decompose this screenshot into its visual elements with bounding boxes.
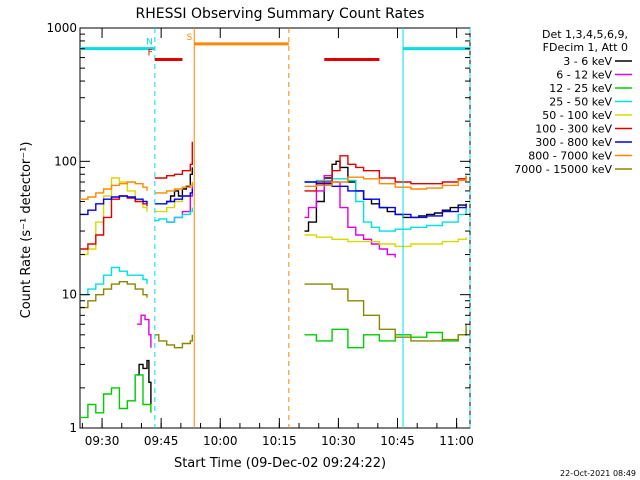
legend-header: FDecim 1, Att 0 bbox=[543, 41, 628, 54]
y-tick-label: 10 bbox=[62, 288, 77, 302]
legend-entry-label: 12 - 25 keV bbox=[549, 82, 612, 95]
legend-entry-label: 100 - 300 keV bbox=[535, 123, 612, 136]
plot-frame bbox=[79, 27, 471, 429]
series-line bbox=[304, 234, 467, 248]
flag-label: S bbox=[187, 33, 193, 43]
footer-date: 22-Oct-2021 08:49 bbox=[560, 469, 636, 478]
series-line bbox=[304, 178, 467, 232]
y-axis-label: Count Rate (s⁻¹ detector⁻¹) bbox=[19, 142, 34, 319]
series-line bbox=[154, 334, 194, 349]
legend-entry-label: 25 - 50 keV bbox=[549, 96, 612, 109]
x-tick-label: 10:30 bbox=[321, 434, 356, 448]
x-tick-label: 10:00 bbox=[203, 434, 238, 448]
series-line bbox=[80, 281, 148, 309]
x-tick-label: 09:30 bbox=[85, 434, 120, 448]
series-line bbox=[80, 195, 148, 216]
plot-area bbox=[79, 27, 471, 429]
y-tick-label: 1000 bbox=[46, 21, 77, 35]
x-axis-label: Start Time (09-Dec-02 09:24:22) bbox=[174, 456, 386, 471]
legend-entry-label: 6 - 12 keV bbox=[556, 69, 612, 82]
series-line bbox=[80, 266, 148, 296]
series-line bbox=[80, 374, 152, 419]
series-line bbox=[154, 189, 194, 205]
series-line bbox=[137, 359, 152, 405]
flag-label: F bbox=[148, 49, 153, 59]
x-tick-label: 11:00 bbox=[439, 434, 474, 448]
legend-entry-label: 7000 - 15000 keV bbox=[514, 163, 612, 176]
chart-title: RHESSI Observing Summary Count Rates bbox=[136, 6, 425, 22]
x-tick-label: 09:45 bbox=[144, 434, 179, 448]
legend-entry-label: 3 - 6 keV bbox=[563, 55, 612, 68]
series-line bbox=[137, 314, 152, 348]
series-12-25-kev bbox=[80, 328, 467, 419]
series-line bbox=[154, 182, 194, 194]
series-line bbox=[304, 155, 467, 192]
series-7000-15000-kev bbox=[80, 281, 467, 349]
legend-entry-label: 50 - 100 keV bbox=[542, 109, 612, 122]
flags-layer: NF S bbox=[80, 28, 471, 428]
series-line bbox=[154, 141, 194, 179]
series-line bbox=[304, 175, 467, 190]
series-line bbox=[304, 283, 467, 342]
series-800-7000-kev bbox=[80, 175, 467, 200]
series-line bbox=[154, 207, 194, 223]
series-25-50-kev bbox=[80, 178, 467, 296]
series-line bbox=[304, 328, 467, 349]
y-tick-label: 1 bbox=[69, 421, 77, 435]
series-layer bbox=[80, 141, 467, 419]
series-line bbox=[80, 181, 148, 200]
legend-entry-label: 800 - 7000 keV bbox=[528, 150, 612, 163]
x-tick-label: 10:45 bbox=[380, 434, 415, 448]
flag-label: N bbox=[146, 38, 153, 48]
legend-header: Det 1,3,4,5,6,9, bbox=[542, 28, 628, 41]
y-tick-label: 100 bbox=[54, 154, 77, 168]
x-tick-label: 10:15 bbox=[262, 434, 297, 448]
legend-entry-label: 300 - 800 keV bbox=[535, 136, 612, 149]
legend-layer: Det 1,3,4,5,6,9,FDecim 1, Att 03 - 6 keV… bbox=[514, 28, 632, 176]
axes-layer: 1 10 100 1000 09:30 09:45 10:00 10:15 10:30 10:45… bbox=[46, 21, 473, 448]
